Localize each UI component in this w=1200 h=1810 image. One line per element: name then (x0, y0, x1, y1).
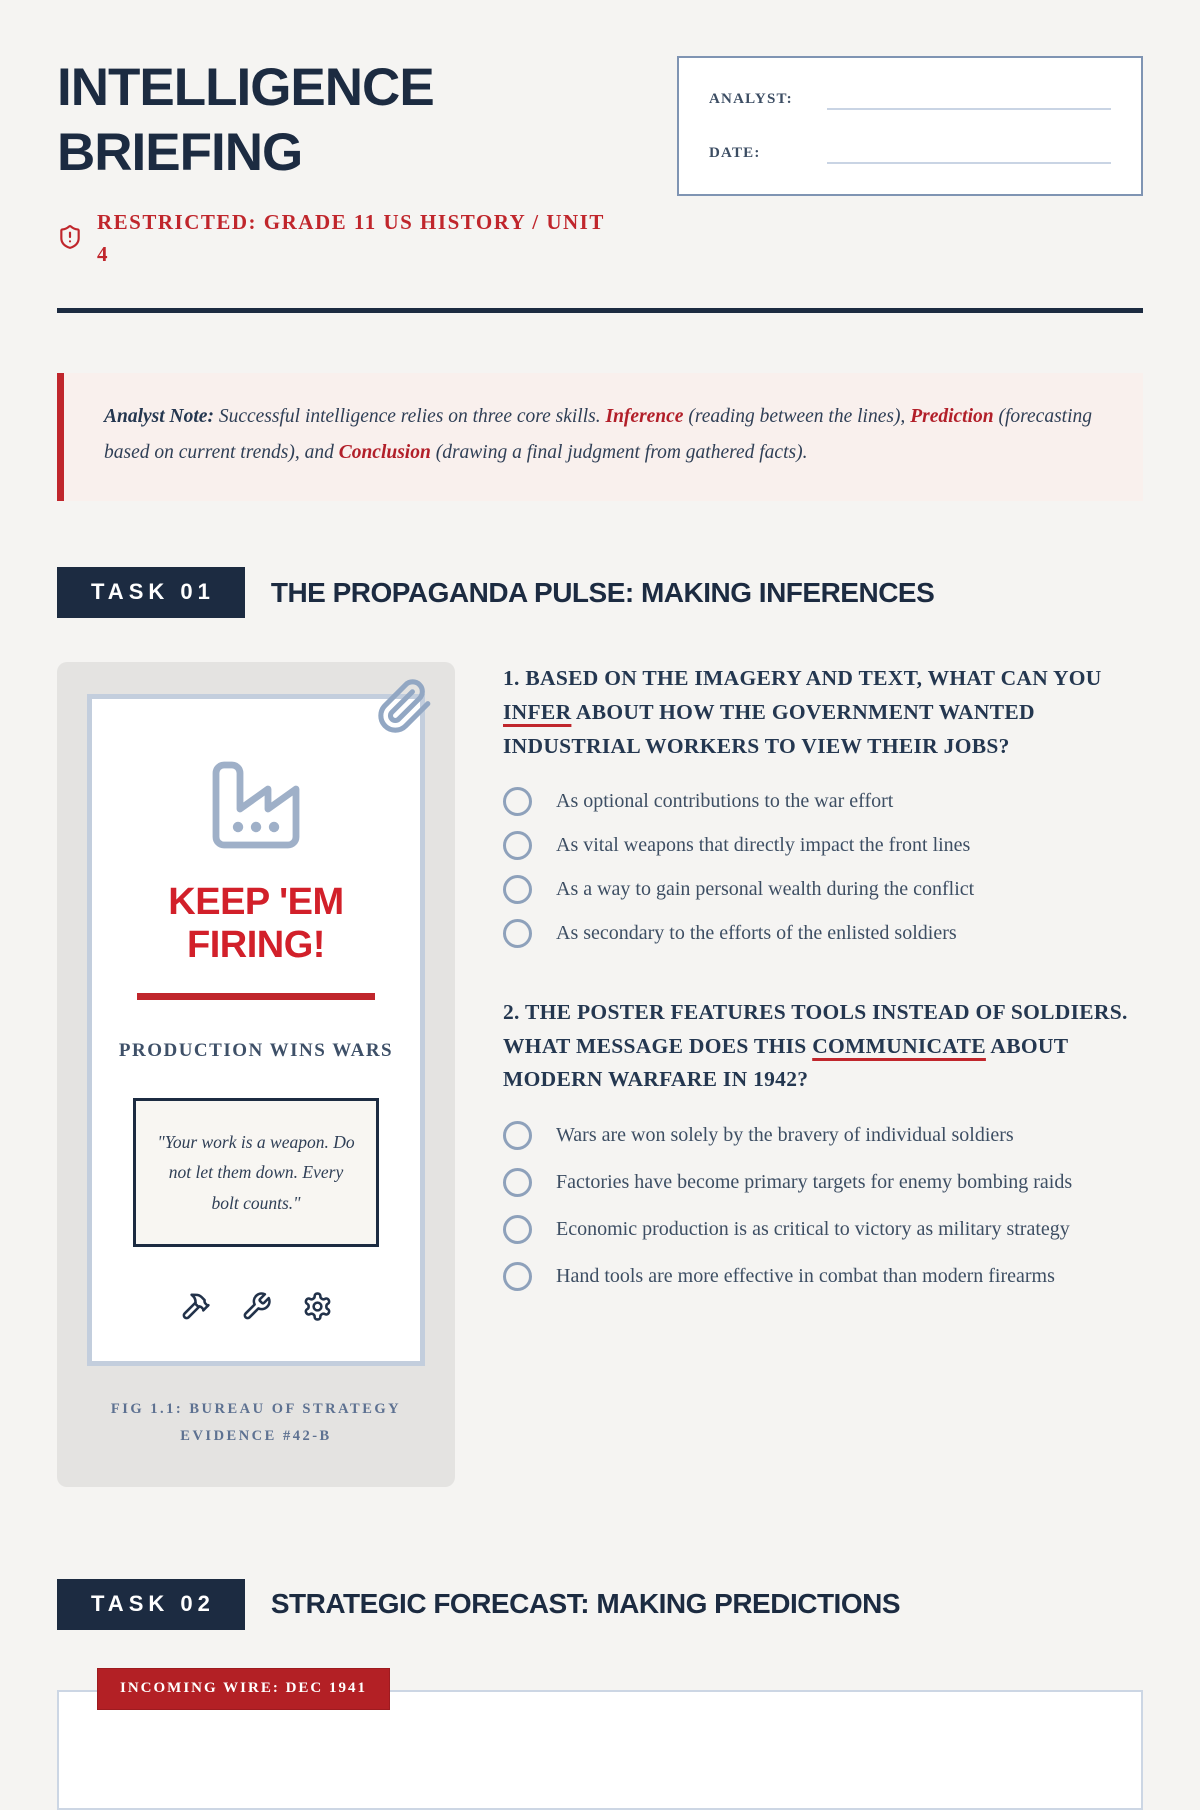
questions-column: 1. BASED ON THE IMAGERY AND TEXT, WHAT C… (503, 662, 1143, 1308)
q2-option-1-label: Wars are won solely by the bravery of in… (556, 1123, 1014, 1146)
task2-header: TASK 02 STRATEGIC FORECAST: MAKING PREDI… (57, 1578, 1143, 1630)
wrench-icon (241, 1291, 272, 1327)
q1-option-4-label: As secondary to the efforts of the enlis… (556, 922, 957, 945)
figure-caption: FIG 1.1: BUREAU OF STRATEGY EVIDENCE #42… (87, 1396, 425, 1448)
radio-q2-option-3[interactable] (503, 1214, 532, 1244)
question-1-heading: 1. BASED ON THE IMAGERY AND TEXT, WHAT C… (503, 662, 1143, 763)
q2-text-before: 2. THE POSTER FEATURES TOOLS INSTEAD OF … (503, 1000, 1128, 1058)
poster-title-line1: KEEP 'EM (168, 881, 344, 924)
gear-icon (302, 1291, 333, 1327)
q1-text-underlined: INFER (503, 699, 572, 724)
factory-icon (108, 757, 404, 853)
note-intro: Successful intelligence relies on three … (213, 406, 606, 428)
radio-q2-option-4[interactable] (503, 1261, 532, 1291)
q2-option-row: Factories have become primary targets fo… (503, 1167, 1143, 1197)
q1-option-3-label: As a way to gain personal wealth during … (556, 878, 975, 901)
task2-content: INCOMING WIRE: DEC 1941 (57, 1646, 1143, 1810)
task2-heading: STRATEGIC FORECAST: MAKING PREDICTIONS (270, 1588, 901, 1620)
radio-q2-option-1[interactable] (503, 1120, 532, 1150)
q2-text-after: ABOUT MODERN WARFARE IN 1942? (503, 1033, 1068, 1092)
paperclip-icon (376, 677, 434, 735)
restricted-banner: RESTRICTED: GRADE 11 US HISTORY / UNIT 4 (57, 207, 617, 270)
radio-q1-option-2[interactable] (503, 831, 532, 861)
incoming-wire-badge: INCOMING WIRE: DEC 1941 (97, 1667, 390, 1710)
radio-q2-option-2[interactable] (503, 1167, 532, 1197)
analyst-info-box: ANALYST: DATE: (677, 56, 1143, 196)
title-block: INTELLIGENCE BRIEFING RESTRICTED: GRADE … (57, 56, 617, 270)
date-field: DATE: (709, 140, 1111, 164)
q1-option-row: As a way to gain personal wealth during … (503, 875, 1143, 905)
q2-option-row: Wars are won solely by the bravery of in… (503, 1120, 1143, 1150)
date-field-label: DATE: (709, 145, 761, 161)
q2-option-3-label: Economic production is as critical to vi… (556, 1217, 1070, 1240)
poster-tool-icons (108, 1291, 404, 1327)
note-desc-2: (forecasting based on current trends), a… (104, 406, 1092, 464)
page-title: INTELLIGENCE BRIEFING (57, 58, 435, 182)
q1-option-row: As secondary to the efforts of the enlis… (503, 919, 1143, 949)
q1-option-row: As vital weapons that directly impact th… (503, 831, 1143, 861)
task1-badge: TASK 01 (57, 567, 245, 619)
restricted-label: RESTRICTED: GRADE 11 US HISTORY / UNIT 4 (97, 210, 605, 266)
q2-text-underlined: COMMUNICATE (812, 1033, 986, 1058)
q2-option-4-label: Hand tools are more effective in combat … (556, 1264, 1055, 1287)
task1-content: KEEP 'EM FIRING! PRODUCTION WINS WARS "Y… (57, 662, 1143, 1487)
note-term-conclusion: Conclusion (338, 442, 431, 464)
analyst-input-line[interactable] (827, 86, 1111, 110)
note-term-inference: Inference (605, 406, 684, 428)
q1-text-before: 1. BASED ON THE IMAGERY AND TEXT, WHAT C… (503, 666, 1102, 691)
hammer-icon (180, 1291, 211, 1327)
analyst-field: ANALYST: (709, 86, 1111, 110)
poster-title-line2: FIRING! (187, 923, 325, 966)
note-desc-1: (reading between the lines), (683, 406, 911, 428)
q1-text-after: ABOUT HOW THE GOVERNMENT WANTED INDUSTRI… (503, 699, 1035, 758)
task1-header: TASK 01 THE PROPAGANDA PULSE: MAKING INF… (57, 567, 1143, 619)
poster-title: KEEP 'EM FIRING! (108, 881, 404, 966)
header: INTELLIGENCE BRIEFING RESTRICTED: GRADE … (57, 56, 1143, 270)
evidence-card: KEEP 'EM FIRING! PRODUCTION WINS WARS "Y… (57, 662, 455, 1487)
date-input-line[interactable] (827, 140, 1111, 164)
poster-red-bar (137, 992, 375, 1000)
question-2-heading: 2. THE POSTER FEATURES TOOLS INSTEAD OF … (503, 996, 1143, 1097)
radio-q1-option-4[interactable] (503, 919, 532, 949)
question-1-options: As optional contributions to the war eff… (503, 787, 1143, 949)
note-label: Analyst Note: (104, 406, 214, 428)
figure-caption-line2: EVIDENCE #42-B (180, 1427, 332, 1444)
analyst-note: Analyst Note: Successful intelligence re… (57, 373, 1143, 502)
note-term-prediction: Prediction (910, 406, 994, 428)
q1-option-1-label: As optional contributions to the war eff… (556, 790, 894, 813)
question-2-options: Wars are won solely by the bravery of in… (503, 1120, 1143, 1291)
figure-caption-line1: FIG 1.1: BUREAU OF STRATEGY (110, 1401, 402, 1418)
note-desc-3: (drawing a final judgment from gathered … (430, 442, 808, 464)
task1-heading: THE PROPAGANDA PULSE: MAKING INFERENCES (270, 576, 935, 608)
radio-q1-option-3[interactable] (503, 875, 532, 905)
shield-alert-icon (57, 224, 83, 254)
task2-badge: TASK 02 (57, 1578, 245, 1630)
poster-quote-box: "Your work is a weapon. Do not let them … (133, 1097, 379, 1248)
q1-option-2-label: As vital weapons that directly impact th… (556, 834, 971, 857)
q2-option-row: Hand tools are more effective in combat … (503, 1261, 1143, 1291)
poster-subtitle: PRODUCTION WINS WARS (118, 1039, 394, 1061)
q2-option-row: Economic production is as critical to vi… (503, 1214, 1143, 1244)
analyst-field-label: ANALYST: (709, 91, 793, 107)
propaganda-poster: KEEP 'EM FIRING! PRODUCTION WINS WARS "Y… (87, 679, 431, 1367)
header-divider (57, 308, 1143, 314)
q1-option-row: As optional contributions to the war eff… (503, 787, 1143, 817)
q2-option-2-label: Factories have become primary targets fo… (556, 1170, 1073, 1193)
radio-q1-option-1[interactable] (503, 787, 532, 817)
